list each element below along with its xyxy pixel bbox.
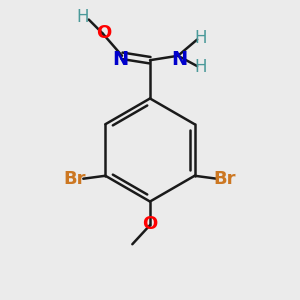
Text: H: H	[194, 29, 207, 47]
Text: O: O	[96, 23, 111, 41]
Text: H: H	[76, 8, 88, 26]
Text: Br: Br	[64, 170, 86, 188]
Text: O: O	[142, 215, 158, 233]
Text: N: N	[113, 50, 129, 69]
Text: Br: Br	[214, 170, 236, 188]
Text: H: H	[194, 58, 207, 76]
Text: N: N	[171, 50, 187, 69]
